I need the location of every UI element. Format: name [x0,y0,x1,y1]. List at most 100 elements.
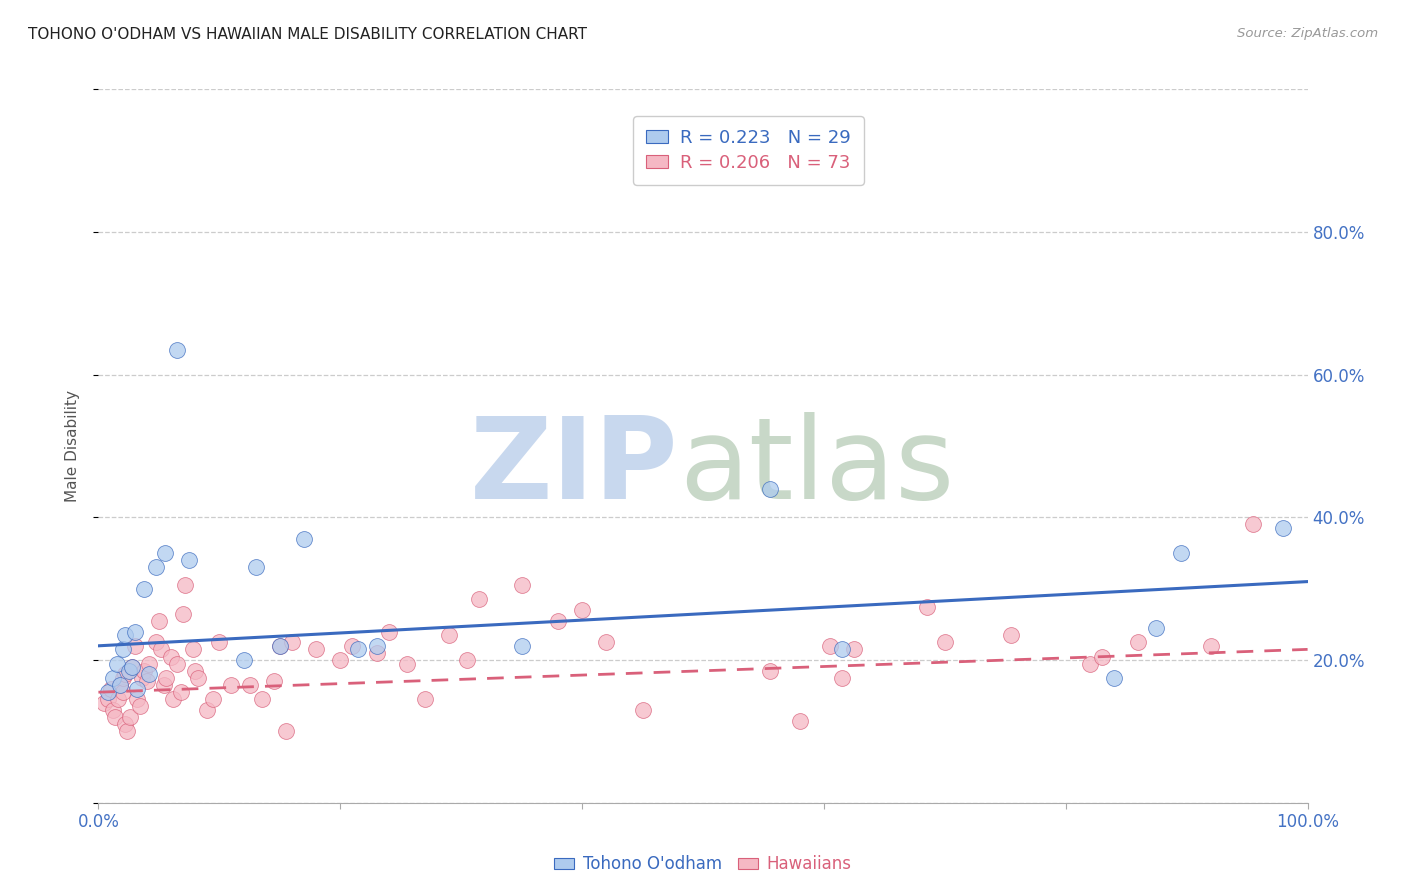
Point [831,642,853,657]
Point [121,660,143,674]
Point [934,635,956,649]
Point [292,532,315,546]
Point [179,553,201,567]
Point [184,664,207,678]
Point [114,717,136,731]
Point [281,635,304,649]
Point [510,578,533,592]
Point [758,664,780,678]
Text: ZIP: ZIP [471,412,679,523]
Point [145,635,167,649]
Point [347,642,370,657]
Legend: Tohono O'odham, Hawaiians: Tohono O'odham, Hawaiians [547,849,859,880]
Point [153,546,176,560]
Point [118,710,141,724]
Point [595,635,617,649]
Point [97,692,120,706]
Point [128,699,150,714]
Point [1091,649,1114,664]
Text: TOHONO O'ODHAM VS HAWAIIAN MALE DISABILITY CORRELATION CHART: TOHONO O'ODHAM VS HAWAIIAN MALE DISABILI… [28,27,588,42]
Point [101,671,124,685]
Point [1102,671,1125,685]
Point [135,674,157,689]
Point [127,692,149,706]
Point [160,649,183,664]
Point [413,692,436,706]
Point [111,671,134,685]
Point [232,653,254,667]
Point [468,592,491,607]
Y-axis label: Male Disability: Male Disability [65,390,80,502]
Point [1199,639,1222,653]
Point [134,664,156,678]
Point [1272,521,1295,535]
Point [174,578,197,592]
Point [377,624,399,639]
Point [117,724,139,739]
Point [162,692,184,706]
Point [631,703,654,717]
Point [1078,657,1101,671]
Point [138,667,160,681]
Point [1146,621,1168,635]
Point [121,660,143,674]
Point [93,696,115,710]
Point [101,703,124,717]
Point [169,685,191,699]
Point [124,639,146,653]
Point [145,560,167,574]
Point [818,639,841,653]
Point [166,343,188,357]
Point [395,657,418,671]
Point [187,671,209,685]
Point [245,560,267,574]
Point [329,653,352,667]
Point [456,653,478,667]
Point [155,671,177,685]
Point [915,599,938,614]
Point [1000,628,1022,642]
Point [305,642,328,657]
Point [107,692,129,706]
Point [269,639,291,653]
Point [166,657,188,671]
Point [758,482,780,496]
Point [118,664,141,678]
Point [202,692,225,706]
Point [131,671,153,685]
Point [152,678,174,692]
Point [250,692,273,706]
Point [269,639,291,653]
Point [547,614,569,628]
Point [124,624,146,639]
Point [172,607,194,621]
Point [789,714,811,728]
Point [831,671,853,685]
Point [510,639,533,653]
Point [342,639,364,653]
Point [1170,546,1192,560]
Point [114,667,136,681]
Text: atlas: atlas [679,412,955,523]
Point [138,657,160,671]
Point [105,657,128,671]
Point [97,685,120,699]
Point [114,628,136,642]
Point [108,678,131,692]
Point [100,681,122,696]
Point [1128,635,1150,649]
Point [221,678,243,692]
Point [104,710,127,724]
Point [263,674,285,689]
Point [134,582,156,596]
Point [844,642,866,657]
Text: Source: ZipAtlas.com: Source: ZipAtlas.com [1237,27,1378,40]
Point [1241,517,1264,532]
Point [366,646,388,660]
Point [150,642,173,657]
Point [148,614,170,628]
Point [111,685,134,699]
Point [366,639,388,653]
Point [437,628,460,642]
Point [208,635,231,649]
